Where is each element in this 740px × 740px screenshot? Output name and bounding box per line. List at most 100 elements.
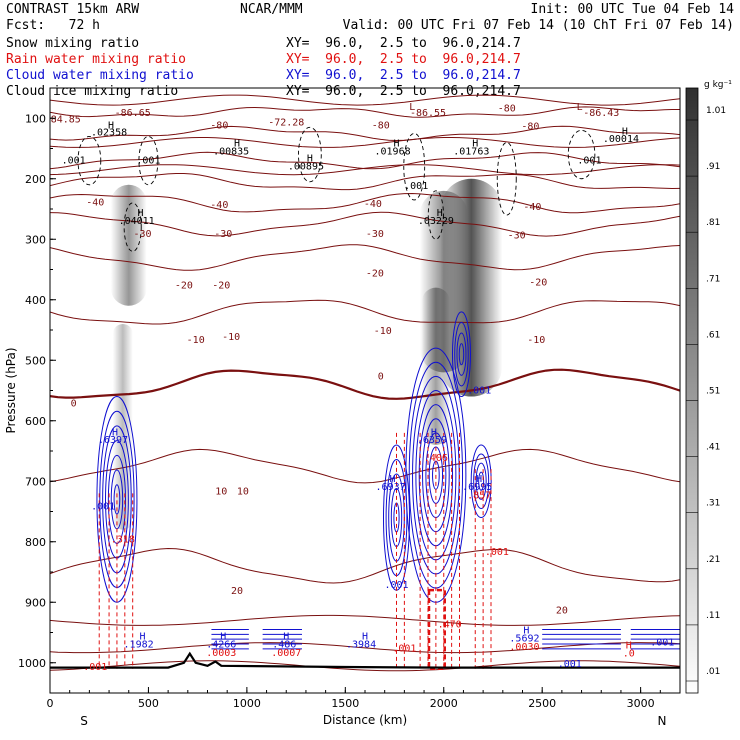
extremum-label-41: .470 (438, 619, 462, 630)
init-time: Init: 00 UTC Tue 04 Feb 14 (530, 2, 735, 17)
isotherm--40 (50, 192, 680, 214)
rain-shaft-2 (474, 469, 492, 669)
y-tick-label-0: 100 (25, 112, 46, 125)
low-cloud-layer-1 (262, 628, 302, 650)
low-cloud-layer-2 (542, 628, 621, 650)
x-axis-label: Distance (km) (323, 713, 407, 727)
colorbar-label-9: .91 (706, 162, 720, 172)
field-xy-2: XY= 96.0, 2.5 to 96.0,214.7 (286, 68, 521, 83)
isotherm-label-13: -30 (134, 229, 152, 240)
north-label: N (658, 714, 667, 728)
y-tick-label-4: 500 (25, 354, 46, 367)
ice-contour-5 (567, 129, 596, 180)
isotherm-label-23: -10 (374, 326, 392, 337)
isotherm-upper-2 (50, 164, 680, 176)
ice-contour-2 (298, 126, 322, 183)
colorbar-label-8: .81 (706, 218, 720, 228)
extremum-label-1: .02358 (91, 128, 127, 139)
low-cloud-layer-3 (630, 628, 680, 650)
extremum-label-16: .001 (404, 181, 428, 192)
y-axis-label: Pressure (hPa) (4, 347, 18, 433)
extremum-label-14: .001 (62, 155, 86, 166)
extremum-label-25: .6359 (417, 435, 447, 446)
isotherm--70 (50, 125, 680, 142)
extremum-label-0: H (108, 120, 114, 131)
x-tick-label-6: 3000 (627, 697, 655, 710)
isotherm-label-19: -20 (366, 269, 384, 280)
extremum-label-28: H (476, 474, 482, 485)
isotherm-label-0: -72.28 (268, 117, 304, 128)
cloud-water-cluster-4 (451, 311, 471, 398)
isotherm--80 (50, 106, 680, 118)
y-tick-label-2: 300 (25, 233, 46, 246)
extremum-label-40: .001 (83, 662, 107, 673)
extremum-label-39: .001 (392, 644, 416, 655)
colorbar-label-4: .41 (706, 443, 720, 453)
rain-shaft-1 (396, 432, 460, 669)
isotherm-label-14: -30 (214, 229, 232, 240)
isotherm-label-27: 10 (215, 486, 227, 497)
extremum-label-26: H (390, 474, 396, 485)
snow-plume-4 (421, 287, 450, 445)
terrain-line (50, 651, 680, 669)
extremum-label-6: H (393, 138, 399, 149)
field-xy-1: XY= 96.0, 2.5 to 96.0,214.7 (286, 52, 521, 67)
isotherm-label-7: -80 (521, 122, 539, 133)
extremum-label-55: H (626, 641, 632, 652)
isotherm--50 (50, 173, 680, 191)
extremum-label-36: .857 (467, 491, 491, 502)
extremum-label-35: .406 (424, 453, 448, 464)
isotherm-label-10: -40 (364, 199, 382, 210)
extremum-label-21: .03229 (418, 216, 454, 227)
forecast-hour: Fcst: 72 h (6, 18, 100, 33)
extremum-label-52: H (523, 625, 529, 636)
x-tick-label-0: 0 (47, 697, 54, 710)
isotherm-label-8: -80 (498, 103, 516, 114)
extremum-label-34: .001 (650, 638, 674, 649)
extremum-label-49: .0007 (271, 648, 301, 659)
extremum-label-3: .00835 (213, 146, 249, 157)
isotherm-label-15: -30 (366, 229, 384, 240)
ice-contour-7 (427, 190, 444, 240)
isotherm-20 (50, 547, 680, 584)
isotherm-label-21: -10 (187, 335, 205, 346)
colorbar (685, 87, 699, 694)
extremum-label-31: .001 (384, 580, 408, 591)
x-tick-label-5: 2500 (528, 697, 556, 710)
institution: NCAR/MMM (240, 2, 303, 17)
extremum-label-23: .6397 (98, 435, 128, 446)
isotherm-label-6: -80 (372, 120, 390, 131)
isotherm--30 (50, 211, 680, 237)
isotherm-label-24: -10 (527, 335, 545, 346)
extremum-label-20: H (437, 208, 443, 219)
extremum-label-5: .00895 (288, 161, 324, 172)
colorbar-label-7: .71 (706, 274, 720, 284)
isotherm-label-30: 20 (556, 606, 568, 617)
x-tick-label-3: 1500 (331, 697, 359, 710)
isotherm-label-29: 20 (231, 586, 243, 597)
extremum-label-46: .0003 (206, 648, 236, 659)
isotherm-upper-1 (50, 137, 680, 148)
extremum-label-29: .6995 (462, 482, 492, 493)
isotherm-label-1: -86.65 (115, 108, 151, 119)
colorbar-label-10: 1.01 (706, 106, 726, 116)
colorbar-label-5: .51 (706, 387, 720, 397)
ice-contour-4 (496, 141, 517, 216)
extremum-label-8: H (472, 138, 478, 149)
isotherm-label-22: -10 (222, 332, 240, 343)
extremum-label-9: .01763 (453, 146, 489, 157)
ice-contour-3 (403, 132, 426, 201)
extremum-label-44: H (220, 632, 226, 643)
isotherm-0 (50, 368, 680, 400)
isotherm-label-3: -86.43 (583, 108, 619, 119)
x-tick-label-1: 500 (138, 697, 159, 710)
isotherm--10 (50, 299, 680, 325)
isotherm-label-26: 0 (378, 371, 384, 382)
low-cloud-layer-0 (211, 628, 249, 650)
extremum-label-11: .00014 (603, 134, 639, 145)
extremum-label-30: .001 (91, 501, 115, 512)
valid-time: Valid: 00 UTC Fri 07 Feb 14 (10 ChT Fri … (342, 18, 734, 33)
y-tick-label-3: 400 (25, 294, 46, 307)
isotherm-label-9: -40 (210, 200, 228, 211)
